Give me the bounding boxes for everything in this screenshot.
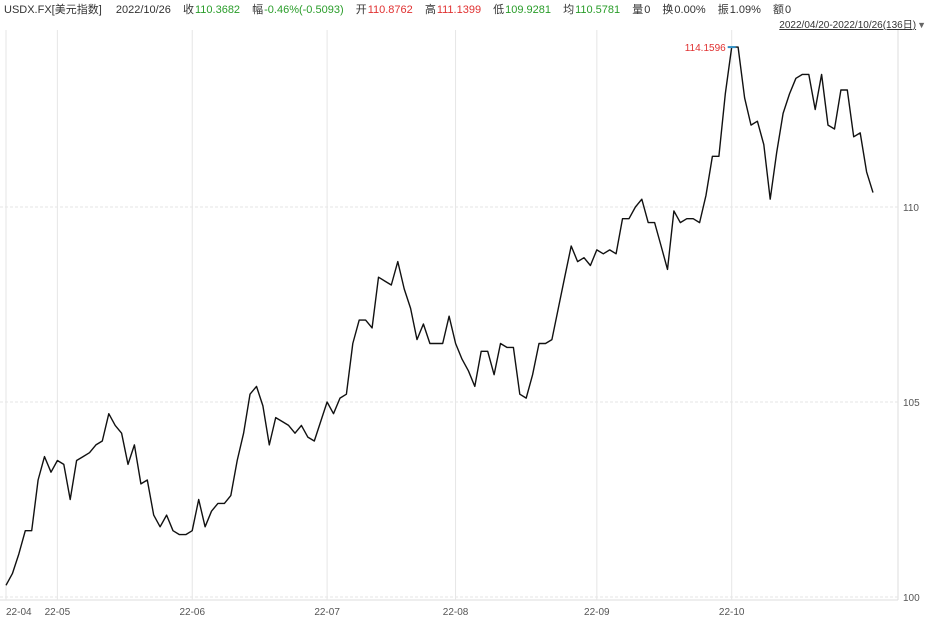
- date-label: 2022/10/26: [115, 4, 171, 16]
- turnover-value: 0.00%: [674, 4, 706, 16]
- close-value: 110.3682: [194, 4, 241, 16]
- low-label: 低: [493, 4, 505, 16]
- x-tick-label: 22-04: [6, 607, 32, 618]
- volume-value: 0: [644, 4, 651, 16]
- x-tick-label: 22-08: [443, 607, 469, 618]
- avg-value: 110.5781: [575, 4, 621, 16]
- x-tick-label: 22-06: [179, 607, 205, 618]
- high-label: 高: [424, 4, 436, 16]
- x-tick-label: 22-07: [314, 607, 340, 618]
- turnover-label: 换: [662, 4, 674, 16]
- low-value: 109.9281: [505, 4, 552, 16]
- change-label: 幅: [252, 4, 264, 16]
- y-tick-label: 110: [903, 203, 919, 214]
- symbol-label: USDX.FX[美元指数]: [4, 4, 102, 16]
- close-label: 收: [182, 4, 194, 16]
- open-value: 110.8762: [367, 4, 413, 16]
- max-value-label: 114.1596: [685, 43, 726, 54]
- amplitude-label: 振: [717, 4, 729, 16]
- high-value: 111.1399: [436, 4, 482, 16]
- amplitude-value: 1.09%: [729, 4, 761, 16]
- period-selector[interactable]: 2022/04/20-2022/10/26(136日)▼: [779, 16, 926, 31]
- volume-label: 量: [632, 4, 644, 16]
- avg-label: 均: [563, 4, 575, 16]
- dropdown-triangle-icon[interactable]: ▼: [917, 20, 926, 30]
- change-value: -0.46%(-0.5093): [264, 4, 344, 16]
- y-tick-label: 105: [903, 398, 920, 409]
- x-tick-label: 22-09: [584, 607, 610, 618]
- series-line: [5, 46, 874, 586]
- amount-value: 0: [784, 4, 792, 16]
- x-tick-label: 22-10: [719, 607, 745, 618]
- open-label: 开: [355, 4, 367, 16]
- y-tick-label: 100: [903, 593, 920, 604]
- period-range-label[interactable]: 2022/04/20-2022/10/26(136日): [779, 20, 917, 31]
- quote-header: USDX.FX[美元指数] 2022/10/26 收110.3682 幅-0.4…: [0, 0, 930, 20]
- amount-label: 额: [772, 4, 784, 16]
- x-tick-label: 22-05: [45, 607, 71, 618]
